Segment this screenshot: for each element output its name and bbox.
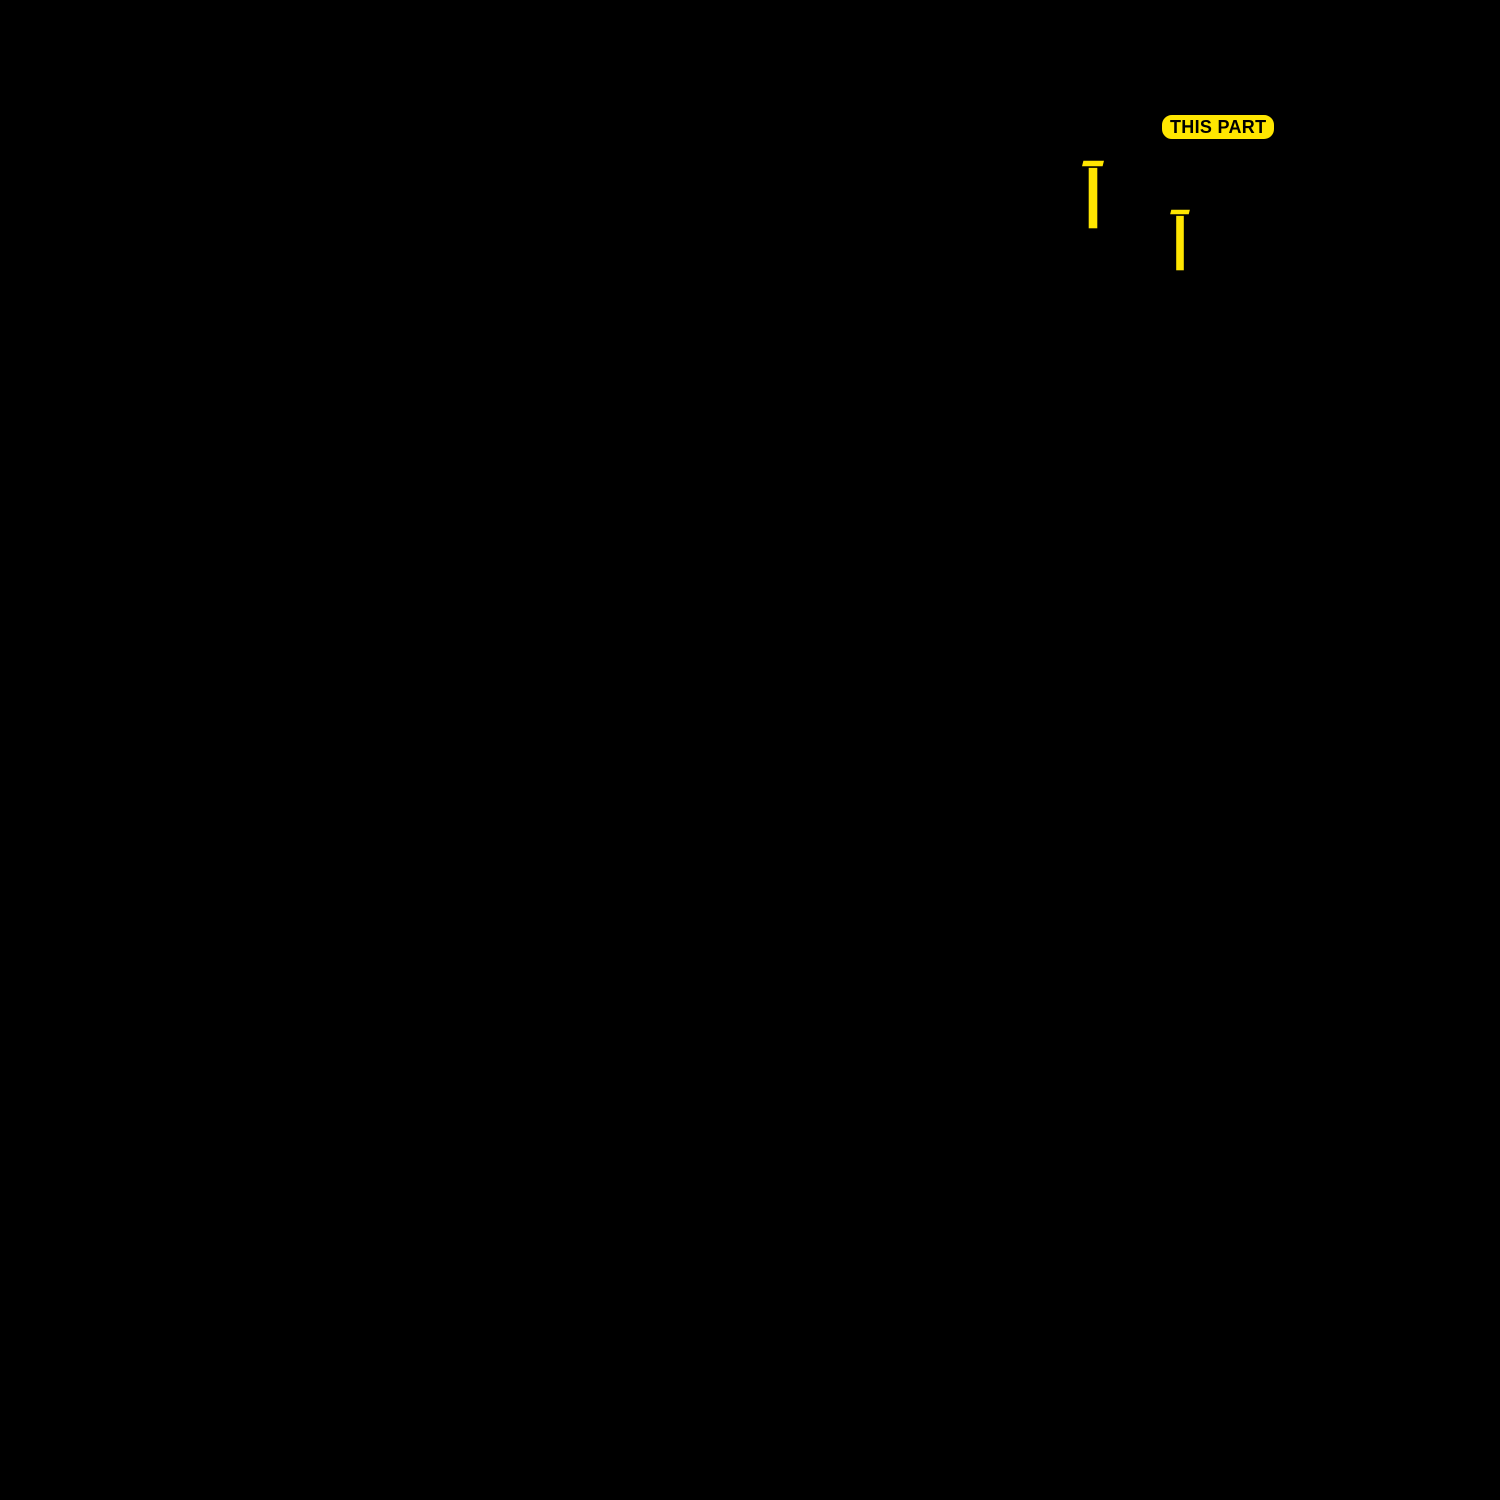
post-left-body — [1088, 167, 1098, 229]
shape-layer — [0, 0, 1500, 1500]
post-right-body — [1176, 215, 1185, 271]
diagram-canvas: THIS PART — [0, 0, 1500, 1500]
post-right — [1169, 209, 1190, 271]
post-left-cap — [1081, 160, 1105, 167]
post-left — [1081, 160, 1105, 229]
post-right-cap — [1169, 209, 1190, 215]
